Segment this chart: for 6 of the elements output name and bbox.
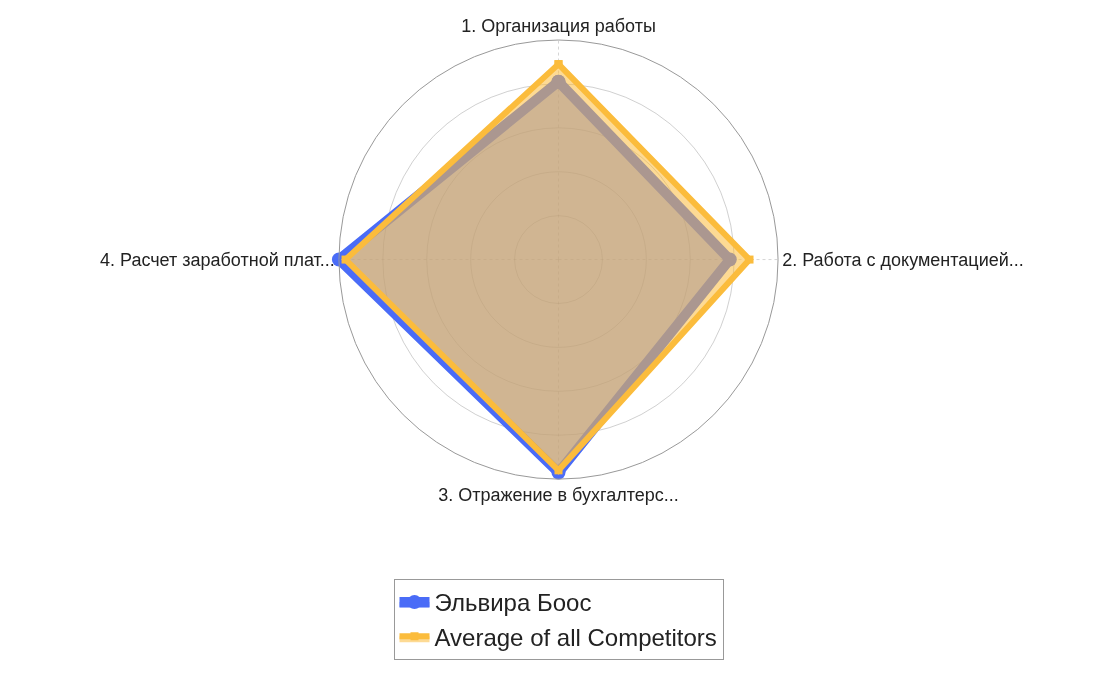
spoke-label: 3. Отражение в бухгалтерс... bbox=[438, 485, 679, 506]
legend-label: Эльвира Боос bbox=[434, 589, 592, 617]
spoke-label: 4. Расчет заработной плат... bbox=[100, 249, 335, 270]
legend-label: Average of all Competitors bbox=[434, 623, 717, 651]
spoke-label: 1. Организация работы bbox=[461, 16, 656, 37]
spoke-label: 2. Работа с документацией... bbox=[782, 249, 1024, 270]
